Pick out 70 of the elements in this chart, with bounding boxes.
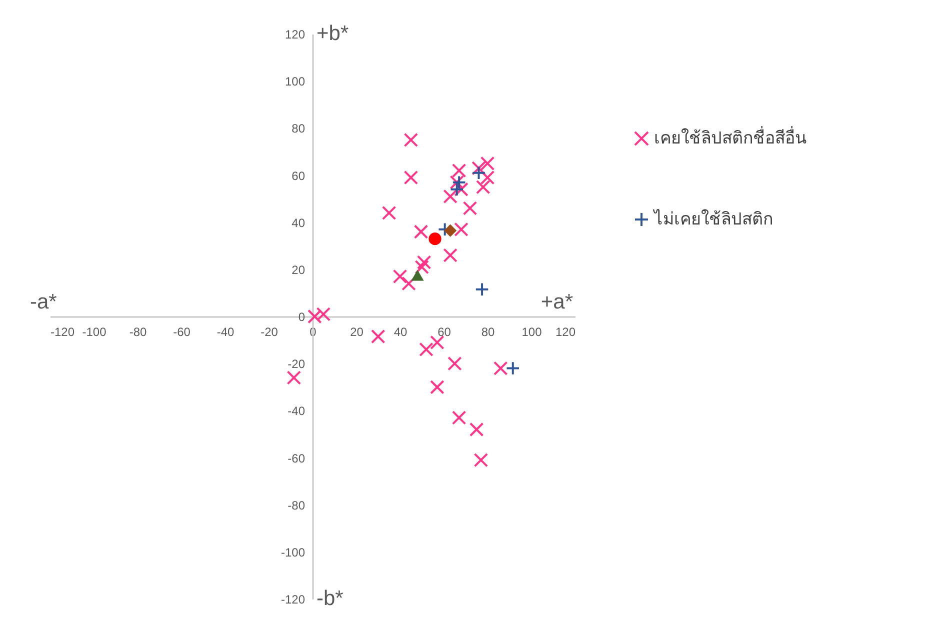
x-tick-label: -40	[216, 325, 234, 339]
point	[494, 361, 508, 376]
y-tick-label: -120	[280, 592, 306, 606]
x-tick-label: -120	[50, 325, 75, 339]
point	[476, 180, 490, 194]
point	[430, 380, 444, 394]
point	[450, 175, 464, 190]
legend-label: เคยใช้ลิปสติกชื่อสีอื่น	[654, 126, 807, 148]
point	[371, 329, 386, 344]
point	[480, 170, 495, 185]
point	[419, 342, 434, 357]
x-tick-label: 40	[394, 325, 408, 339]
point	[472, 161, 486, 176]
point	[382, 206, 396, 220]
x-tick-label: 100	[522, 325, 542, 339]
point	[474, 282, 490, 297]
point	[411, 270, 424, 281]
y-tick-label: 100	[284, 74, 306, 89]
point	[452, 175, 466, 190]
point	[392, 269, 408, 284]
point	[414, 260, 429, 274]
point	[452, 410, 466, 425]
legend-label: ไม่เคยใช้ลิปสติก	[652, 208, 773, 228]
point	[452, 163, 466, 178]
point	[454, 222, 468, 237]
point	[506, 361, 520, 376]
x-tick-label: -80	[129, 325, 147, 339]
y-tick-label: -60	[288, 451, 306, 466]
point	[472, 166, 486, 180]
point	[444, 224, 457, 237]
y-tick-label: 60	[292, 168, 306, 183]
point	[416, 255, 432, 270]
point	[404, 132, 418, 148]
y-tick-label: 0	[298, 310, 306, 324]
x-tick-label: 80	[481, 325, 495, 339]
y-tick-label: 20	[292, 262, 306, 277]
x-tick-label: 60	[438, 325, 452, 339]
point	[454, 182, 468, 196]
y-tick-label: -100	[280, 545, 306, 560]
point	[443, 189, 458, 204]
annotation: +b*	[316, 22, 349, 45]
point	[404, 170, 418, 185]
x-tick-label: -100	[82, 325, 107, 339]
point	[474, 452, 488, 468]
point	[450, 182, 464, 196]
x-tick-label: 120	[555, 325, 576, 339]
point	[428, 232, 442, 246]
x-tick-label: 20	[350, 325, 364, 339]
x-tick-label: -20	[260, 325, 278, 339]
point	[308, 309, 322, 324]
point	[443, 248, 458, 262]
point	[462, 201, 478, 216]
x-tick-label: -60	[173, 325, 191, 339]
y-tick-label: 80	[292, 122, 306, 136]
annotation: -b*	[316, 587, 344, 610]
y-tick-label: 120	[284, 28, 306, 42]
point	[414, 224, 428, 239]
y-tick-label: -40	[288, 404, 306, 418]
point	[286, 370, 302, 385]
y-tick-label: -20	[288, 357, 306, 372]
point	[469, 422, 484, 437]
annotation: -a*	[30, 290, 57, 314]
y-tick-label: -80	[288, 498, 306, 512]
point	[448, 356, 462, 371]
point	[430, 335, 444, 350]
annotation: +a*	[540, 290, 573, 314]
point	[316, 307, 331, 322]
point	[402, 276, 416, 291]
point	[480, 156, 495, 171]
y-tick-label: 40	[292, 216, 306, 230]
